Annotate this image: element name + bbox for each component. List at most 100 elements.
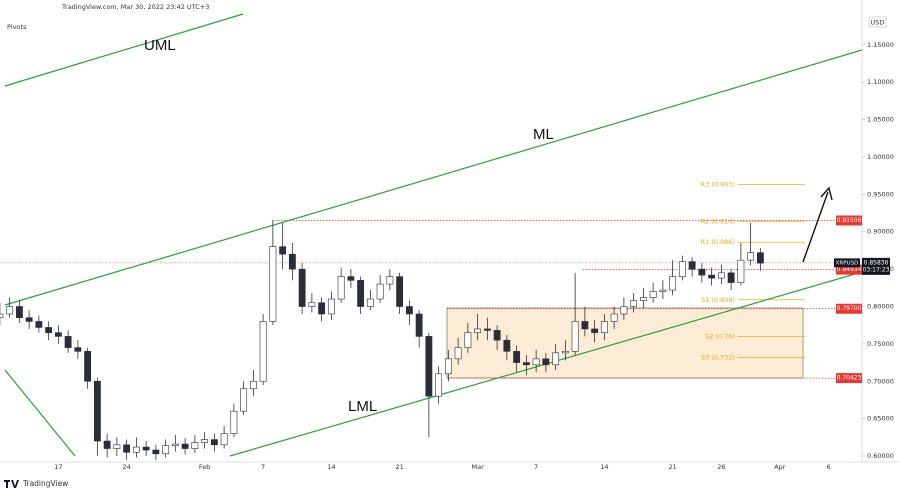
y-tick-label: 0.95000 bbox=[867, 190, 894, 198]
indicator-label: Pivots bbox=[7, 23, 27, 31]
candle-body bbox=[0, 313, 4, 319]
x-tick-label: 21 bbox=[668, 463, 676, 471]
ml-line bbox=[4, 49, 862, 306]
candle-body bbox=[503, 339, 511, 352]
candle-body bbox=[542, 358, 550, 366]
y-tick-label: 0.90000 bbox=[867, 228, 894, 236]
candle-body bbox=[581, 321, 589, 330]
level-label: 0.91506 bbox=[837, 217, 862, 224]
candle-body bbox=[600, 321, 608, 333]
candle-body bbox=[15, 306, 23, 319]
candle-body bbox=[181, 443, 189, 449]
candle-body bbox=[35, 321, 43, 328]
level-label: 0.70423 bbox=[837, 375, 862, 382]
candle-body bbox=[756, 252, 764, 264]
candles bbox=[0, 220, 764, 460]
pivot-label: S3 (0.732) bbox=[701, 353, 735, 361]
candle-body bbox=[708, 274, 716, 279]
candle-body bbox=[142, 446, 150, 451]
pivot-label: R2 (0.914) bbox=[701, 217, 735, 225]
candle-body bbox=[376, 283, 384, 300]
lower-line bbox=[4, 369, 76, 457]
candle-body bbox=[357, 280, 365, 307]
candle-body bbox=[171, 443, 179, 446]
candle-body bbox=[64, 336, 72, 348]
candle-body bbox=[366, 298, 374, 307]
countdown: 03:17:23 bbox=[863, 266, 890, 273]
candle-body bbox=[552, 352, 560, 366]
candle-body bbox=[162, 445, 170, 455]
logo: TradingView bbox=[22, 479, 68, 488]
candle-body bbox=[474, 328, 482, 333]
x-tick-label: 6 bbox=[827, 463, 831, 471]
x-tick-label: Mar bbox=[471, 463, 484, 471]
candle-body bbox=[74, 347, 82, 352]
candle-body bbox=[386, 276, 394, 285]
candle-body bbox=[93, 380, 101, 442]
uml-line bbox=[4, 13, 244, 87]
candle-body bbox=[483, 328, 491, 331]
level-label: 0.79700 bbox=[837, 305, 862, 312]
candle-body bbox=[288, 253, 296, 270]
logo-icon bbox=[4, 480, 19, 488]
level-tag bbox=[836, 373, 862, 384]
candle-body bbox=[249, 380, 257, 390]
y-tick-label: 1.00000 bbox=[867, 153, 894, 161]
candle-body bbox=[405, 306, 413, 315]
arrow-head bbox=[820, 186, 833, 201]
annotation: LML bbox=[348, 398, 377, 415]
y-tick-label: 1.15000 bbox=[867, 41, 894, 49]
candle-body bbox=[210, 439, 218, 446]
x-tick-label: 24 bbox=[122, 463, 130, 471]
candle-body bbox=[425, 336, 433, 397]
candle-body bbox=[464, 332, 472, 348]
candle-body bbox=[717, 272, 725, 279]
footer bbox=[0, 474, 900, 494]
candle-body bbox=[444, 358, 452, 375]
candle-body bbox=[318, 302, 326, 315]
candle-body bbox=[191, 442, 199, 449]
candle-body bbox=[513, 351, 521, 363]
price-tag bbox=[862, 257, 890, 275]
candle-body bbox=[337, 276, 345, 300]
candle-body bbox=[591, 328, 599, 333]
candle-body bbox=[561, 351, 569, 354]
symbol-tag bbox=[834, 258, 860, 268]
candle-body bbox=[347, 276, 355, 281]
annotation: UML bbox=[144, 37, 176, 54]
candle-body bbox=[45, 327, 53, 333]
x-tick-label: Apr bbox=[774, 463, 786, 471]
arrow bbox=[802, 191, 829, 263]
range-box bbox=[446, 307, 804, 379]
candle-body bbox=[54, 332, 62, 337]
candle-body bbox=[737, 259, 745, 283]
candle-body bbox=[269, 246, 277, 322]
symbol: XRPUSD bbox=[836, 260, 859, 266]
candle-body bbox=[103, 440, 111, 449]
candle-body bbox=[435, 373, 443, 397]
y-tick-label: 0.60000 bbox=[867, 452, 894, 460]
candle-body bbox=[259, 321, 267, 382]
y-tick-label: 0.70000 bbox=[867, 377, 894, 385]
candle-body bbox=[279, 246, 287, 255]
candle-body bbox=[152, 449, 160, 455]
pivot-label: S1 (0.809) bbox=[701, 296, 735, 304]
currency: USD bbox=[871, 19, 885, 27]
level-tag bbox=[836, 215, 862, 226]
candle-body bbox=[669, 276, 677, 291]
candle-body bbox=[659, 289, 667, 292]
y-tick-label: 1.10000 bbox=[867, 78, 894, 86]
level-tag bbox=[836, 303, 862, 314]
x-tick-label: Feb bbox=[199, 463, 211, 471]
candle-body bbox=[532, 358, 540, 366]
level-tag bbox=[836, 264, 862, 275]
candle-body bbox=[84, 351, 92, 382]
candle-body bbox=[727, 272, 735, 283]
pivot-label: R1 (0.886) bbox=[701, 238, 735, 246]
pivot-label: S2 (0.76) bbox=[705, 332, 735, 340]
candle-body bbox=[630, 300, 638, 307]
candle-body bbox=[649, 291, 657, 298]
pivot-label: R3 (0.963) bbox=[701, 181, 735, 189]
